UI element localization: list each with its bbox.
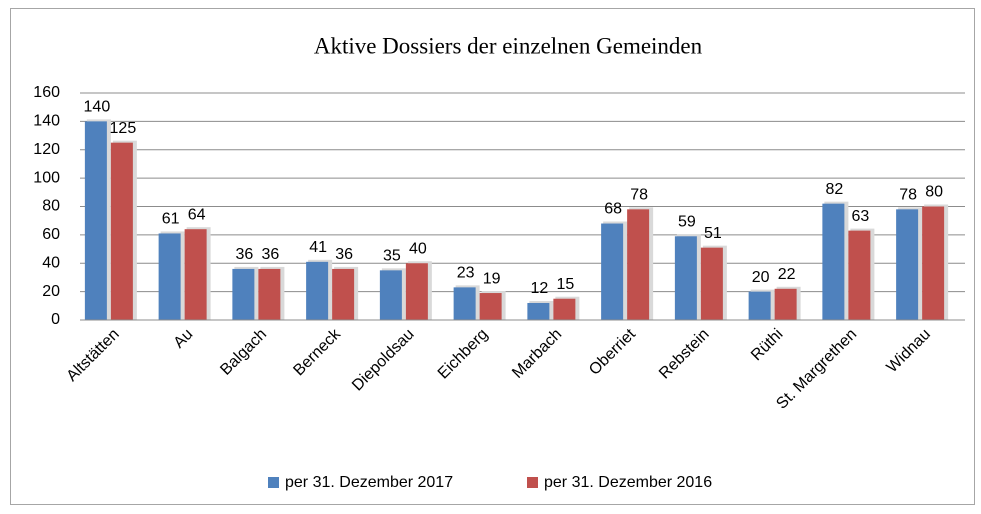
value-label: 36 [335,246,353,263]
value-label: 12 [530,280,548,297]
legend-swatch [268,477,279,488]
bar [700,247,723,320]
bar [922,206,945,320]
chart-title: Aktive Dossiers der einzelnen Gemeinden [314,33,703,58]
value-label: 23 [457,265,475,282]
y-tick-label: 60 [42,226,60,243]
value-label: 20 [752,269,770,286]
value-label: 61 [162,211,180,228]
bar [527,302,550,320]
value-label: 36 [235,246,253,263]
y-tick-label: 0 [51,311,60,328]
bar [405,263,428,320]
value-label: 78 [899,187,917,204]
bar [822,203,845,320]
value-label: 36 [261,246,279,263]
y-tick-label: 40 [42,254,60,271]
value-label: 140 [84,99,111,116]
bar [601,223,624,320]
value-label: 64 [188,206,206,223]
value-label: 80 [925,184,943,201]
value-label: 59 [678,214,696,231]
bar [332,268,355,320]
bar [848,230,871,320]
value-label: 78 [630,187,648,204]
value-label: 82 [825,181,843,198]
bar [453,287,476,320]
value-label: 41 [309,239,327,256]
y-tick-label: 160 [33,84,60,101]
bar [306,261,329,320]
value-label: 22 [778,266,796,283]
bar [748,291,771,320]
bar [184,229,207,320]
y-tick-label: 120 [33,141,60,158]
y-tick-label: 80 [42,198,60,215]
bar [896,209,919,320]
value-label: 68 [604,201,622,218]
value-label: 125 [110,120,137,137]
legend-label: per 31. Dezember 2016 [544,474,712,491]
bar [158,233,181,320]
bar [84,121,107,320]
legend-label: per 31. Dezember 2017 [285,474,453,491]
bar [774,288,797,320]
value-label: 19 [483,270,501,287]
bar [674,236,697,320]
bar [479,293,502,320]
y-tick-label: 20 [42,283,60,300]
y-tick-label: 100 [33,169,60,186]
bar [258,268,281,320]
bar [553,298,576,320]
value-label: 51 [704,225,722,242]
bar [627,209,650,320]
value-label: 15 [556,276,574,293]
y-tick-label: 140 [33,113,60,130]
bar [232,268,255,320]
value-label: 35 [383,248,401,265]
bar [379,270,402,320]
bar [110,142,133,320]
value-label: 40 [409,240,427,257]
legend-swatch [527,477,538,488]
value-label: 63 [851,208,869,225]
